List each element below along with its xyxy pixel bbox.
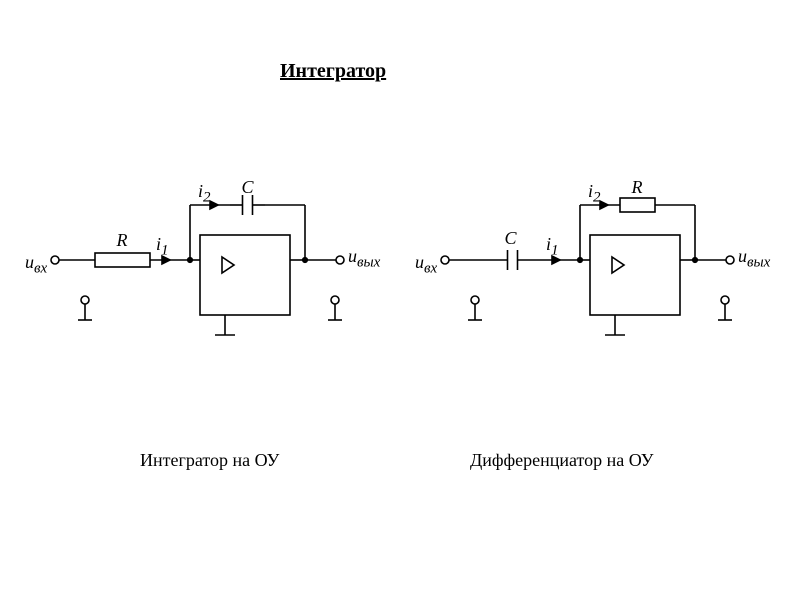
schematic-canvas	[0, 0, 800, 600]
